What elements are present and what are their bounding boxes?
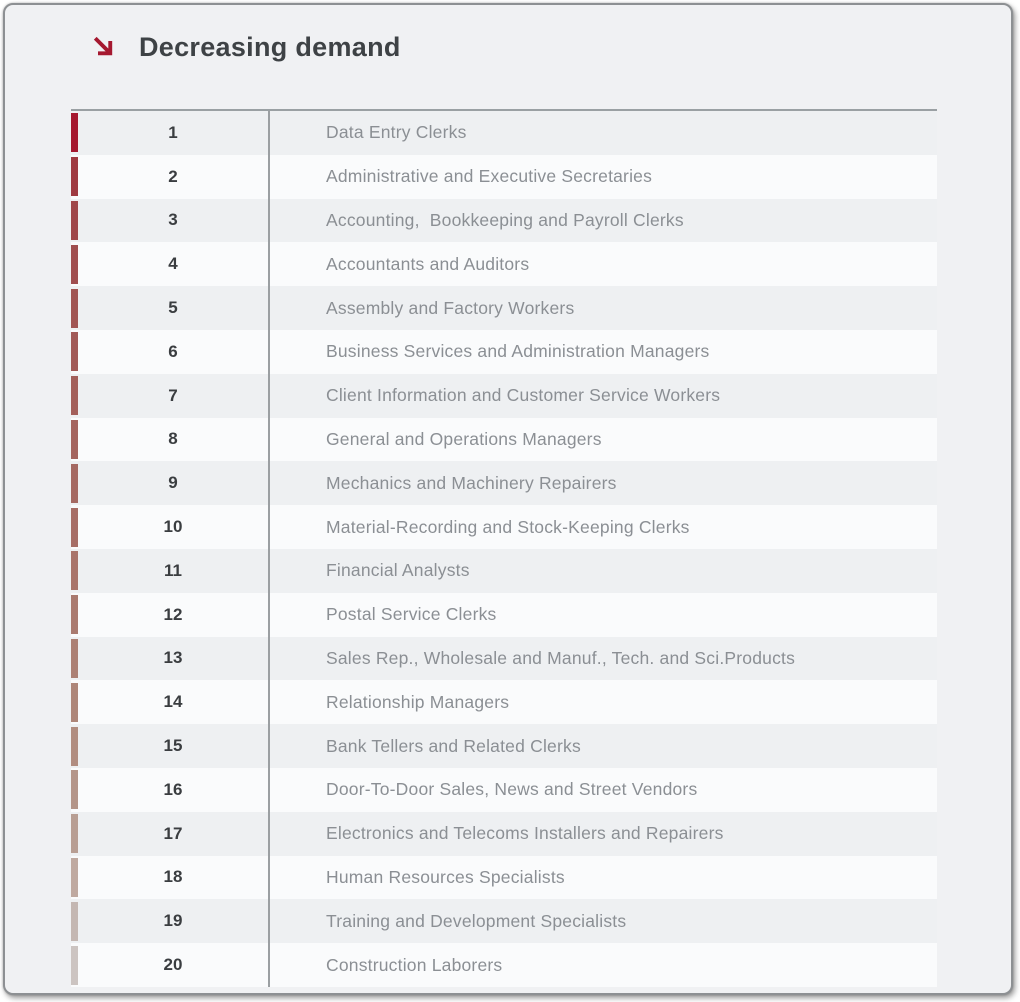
table-row: 18 Human Resources Specialists	[71, 855, 937, 900]
row-accent-bar	[71, 113, 78, 153]
occupation-cell: Human Resources Specialists	[268, 855, 937, 900]
page-title: Decreasing demand	[139, 31, 401, 62]
rank-cell: 12	[163, 604, 183, 624]
occupation-cell: Training and Development Specialists	[268, 899, 937, 944]
occupation-cell: Mechanics and Machinery Repairers	[268, 461, 937, 506]
occupation-cell: Material-Recording and Stock-Keeping Cle…	[268, 505, 937, 549]
table-row: 16 Door-To-Door Sales, News and Street V…	[71, 767, 937, 812]
rank-cell: 11	[164, 560, 182, 580]
rank-cell: 16	[163, 779, 183, 799]
table-row: 13 Sales Rep., Wholesale and Manuf., Tec…	[71, 636, 937, 681]
table-row: 8 General and Operations Managers	[71, 417, 937, 462]
occupation-cell: Door-To-Door Sales, News and Street Vend…	[268, 767, 937, 812]
figure-header: Decreasing demand	[89, 27, 401, 67]
table-row: 6 Business Services and Administration M…	[71, 329, 937, 374]
row-accent-bar	[71, 419, 78, 459]
rank-cell: 3	[168, 210, 178, 230]
row-accent-bar	[71, 857, 78, 897]
row-accent-bar	[71, 945, 78, 985]
occupation-cell: Data Entry Clerks	[268, 111, 937, 155]
table-row: 2 Administrative and Executive Secretari…	[71, 154, 937, 199]
rank-cell: 7	[168, 385, 178, 405]
table-row: 20 Construction Laborers	[71, 943, 937, 987]
row-accent-bar	[71, 595, 78, 635]
row-accent-bar	[71, 551, 78, 591]
table-row: 3 Accounting, Bookkeeping and Payroll Cl…	[71, 198, 937, 243]
rank-cell: 4	[168, 254, 178, 274]
occupation-cell: Construction Laborers	[268, 943, 937, 987]
table-row: 10 Material-Recording and Stock-Keeping …	[71, 505, 937, 549]
occupation-cell: Business Services and Administration Man…	[268, 329, 937, 374]
occupation-cell: Assembly and Factory Workers	[268, 286, 937, 330]
occupation-cell: Financial Analysts	[268, 548, 937, 593]
rank-cell: 18	[163, 867, 183, 887]
rank-cell: 17	[163, 823, 183, 843]
rank-cell: 5	[168, 298, 178, 318]
occupation-cell: Relationship Managers	[268, 680, 937, 725]
rank-cell: 10	[163, 517, 183, 537]
row-accent-bar	[71, 200, 78, 240]
row-accent-bar	[71, 901, 78, 941]
table-row: 17 Electronics and Telecoms Installers a…	[71, 811, 937, 856]
table-row: 5 Assembly and Factory Workers	[71, 286, 937, 330]
table-row: 19 Training and Development Specialists	[71, 899, 937, 944]
row-accent-bar	[71, 638, 78, 678]
occupation-cell: Administrative and Executive Secretaries	[268, 154, 937, 199]
rank-cell: 1	[168, 122, 178, 142]
table-row: 15 Bank Tellers and Related Clerks	[71, 724, 937, 768]
rank-cell: 9	[168, 473, 178, 493]
table-row: 14 Relationship Managers	[71, 680, 937, 725]
rank-cell: 6	[168, 341, 178, 361]
table-row: 12 Postal Service Clerks	[71, 592, 937, 637]
arrow-down-right-icon	[89, 32, 119, 62]
row-accent-bar	[71, 770, 78, 810]
row-accent-bar	[71, 376, 78, 416]
rank-cell: 2	[168, 166, 178, 186]
row-accent-bar	[71, 157, 78, 197]
row-accent-bar	[71, 288, 78, 328]
table-row: 11 Financial Analysts	[71, 548, 937, 593]
occupation-cell: Bank Tellers and Related Clerks	[268, 724, 937, 768]
demand-table: 1 Data Entry Clerks 2 Administrative and…	[71, 109, 937, 987]
occupation-cell: Accounting, Bookkeeping and Payroll Cler…	[268, 198, 937, 243]
occupation-cell: Sales Rep., Wholesale and Manuf., Tech. …	[268, 636, 937, 681]
rank-cell: 20	[163, 955, 183, 975]
table-row: 9 Mechanics and Machinery Repairers	[71, 461, 937, 506]
row-accent-bar	[71, 507, 78, 547]
occupation-cell: General and Operations Managers	[268, 417, 937, 462]
rank-cell: 13	[163, 648, 183, 668]
occupation-cell: Electronics and Telecoms Installers and …	[268, 811, 937, 856]
row-accent-bar	[71, 726, 78, 766]
occupation-cell: Client Information and Customer Service …	[268, 373, 937, 418]
row-accent-bar	[71, 463, 78, 503]
table-row: 4 Accountants and Auditors	[71, 242, 937, 287]
rank-cell: 14	[163, 692, 183, 712]
rank-cell: 15	[163, 736, 183, 756]
table-row: 1 Data Entry Clerks	[71, 111, 937, 155]
row-accent-bar	[71, 244, 78, 284]
occupation-cell: Accountants and Auditors	[268, 242, 937, 287]
row-accent-bar	[71, 682, 78, 722]
table-row: 7 Client Information and Customer Servic…	[71, 373, 937, 418]
rank-cell: 19	[163, 911, 183, 931]
report-figure-panel: Decreasing demand 1 Data Entry Clerks 2 …	[3, 3, 1013, 995]
occupation-cell: Postal Service Clerks	[268, 592, 937, 637]
rank-cell: 8	[168, 429, 178, 449]
row-accent-bar	[71, 332, 78, 372]
row-accent-bar	[71, 814, 78, 854]
